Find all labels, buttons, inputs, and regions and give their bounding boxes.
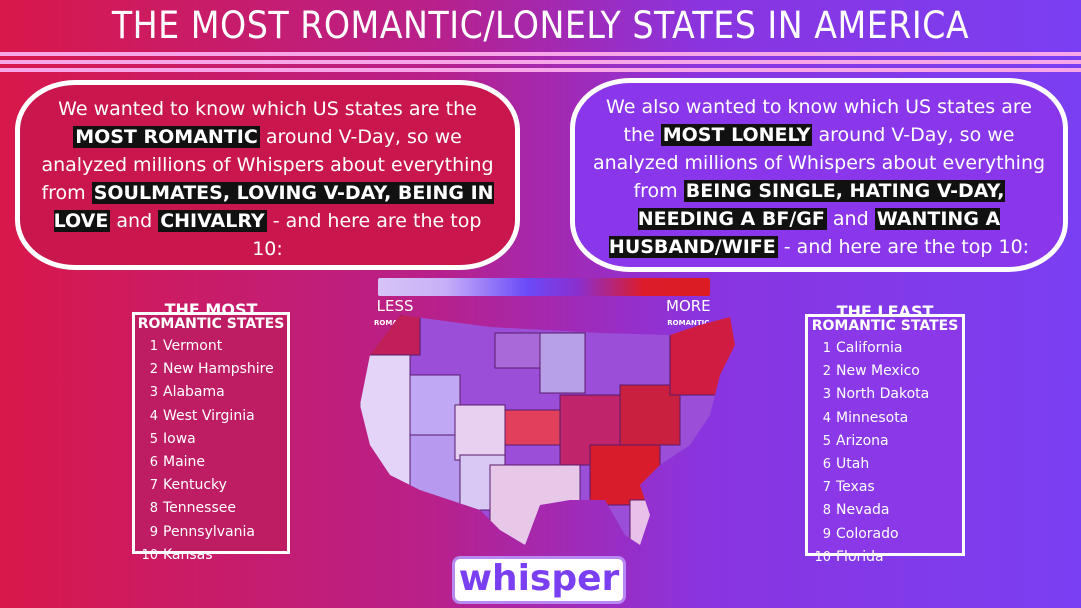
divider (0, 52, 1081, 56)
map-region-texas (489, 464, 581, 545)
list-item: 9 Pennsylvania (149, 523, 255, 540)
romantic-description: We wanted to know which US states are th… (15, 80, 520, 270)
least-romantic-list: THE LEAST ROMANTIC STATES 1 California 2 New… (805, 304, 965, 565)
map-region-florida (629, 499, 661, 545)
map-region-new-england (669, 315, 735, 396)
text: around V-Day, so we analyzed millions of… (592, 124, 1046, 202)
text: around V-Day, so we analyzed millions of… (41, 126, 494, 204)
divider (0, 60, 1081, 64)
text: and (116, 210, 153, 232)
list-item: 10 Kansas (141, 546, 213, 563)
text: - and here are the top 10: (252, 210, 482, 260)
highlight: CHIVALRY (158, 210, 267, 232)
list-item: 4 Minnesota (822, 409, 909, 426)
highlight: MOST LONELY (660, 124, 813, 146)
list-item: 3 Alabama (149, 384, 225, 401)
map-region-southeast (589, 444, 661, 506)
list-item: 7 Texas (822, 479, 875, 496)
text: and (832, 208, 869, 230)
divider (0, 68, 1081, 72)
list-item: 1 Vermont (149, 338, 223, 354)
list-item: 6 Utah (822, 456, 870, 473)
text: We wanted to know which US states are th… (58, 98, 477, 120)
list-item: 1 California (822, 340, 903, 356)
map-region-nevada (409, 374, 461, 436)
list-item: 2 New Mexico (822, 363, 920, 380)
whisper-logo: whisper (452, 556, 626, 604)
color-scale-legend (378, 278, 710, 296)
map-region-northwest (360, 315, 421, 356)
list-title: THE LEAST ROMANTIC STATES (811, 302, 959, 334)
map-region-california (360, 354, 411, 486)
list-item: 4 West Virginia (149, 407, 255, 424)
list-item: 10 Florida (814, 548, 884, 565)
map-region-north-dakota (494, 332, 541, 369)
text: We also wanted to know which US states a… (606, 96, 1032, 146)
list-title: THE MOST ROMANTIC STATES (137, 300, 285, 332)
list-item: 2 New Hampshire (149, 361, 274, 378)
page-title: THE MOST ROMANTIC/LONELY STATES IN AMERI… (111, 4, 970, 47)
most-romantic-list: THE MOST ROMANTIC STATES 1 Vermont 2 New Ham… (132, 302, 290, 563)
lonely-description: We also wanted to know which US states a… (570, 78, 1068, 272)
text: - and here are the top 10: (783, 236, 1030, 258)
list-item: 5 Iowa (149, 430, 196, 447)
list-item: 9 Colorado (822, 525, 899, 542)
list-item: 5 Arizona (822, 432, 889, 449)
us-map (360, 315, 735, 545)
list-item: 8 Tennessee (149, 500, 236, 517)
list-item: 7 Kentucky (149, 477, 227, 494)
list-item: 6 Maine (149, 454, 206, 471)
map-region-kansas (504, 409, 561, 446)
list-item: 8 Nevada (822, 502, 890, 519)
map-region-colorado (454, 404, 506, 461)
map-region-minnesota (539, 332, 586, 394)
highlight: MOST ROMANTIC (73, 126, 260, 148)
legend-more-label: MORE ROMANTIC (666, 297, 711, 328)
list-item: 3 North Dakota (822, 386, 930, 403)
